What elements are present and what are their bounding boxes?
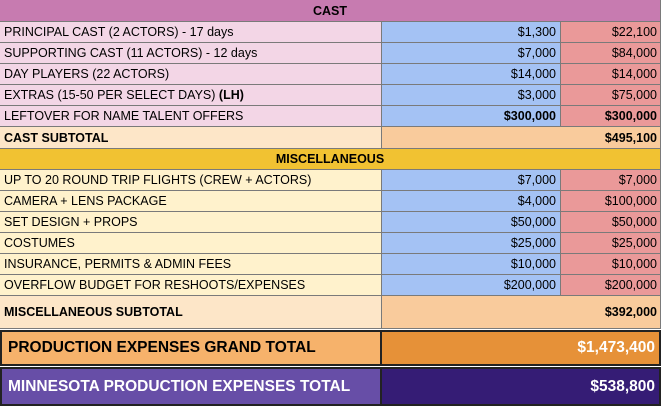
cast-row-total[interactable]: $22,100 — [561, 22, 661, 43]
cast-row-rate[interactable]: $3,000 — [382, 85, 561, 106]
table-row: SET DESIGN + PROPS $50,000 $50,000 — [0, 212, 661, 233]
misc-subtotal-label[interactable]: MISCELLANEOUS SUBTOTAL — [0, 296, 382, 329]
misc-row-total[interactable]: $200,000 — [561, 275, 661, 296]
cast-row-label-suffix: (LH) — [218, 88, 244, 102]
cast-subtotal-label[interactable]: CAST SUBTOTAL — [0, 127, 382, 149]
cast-header[interactable]: CAST — [0, 0, 661, 22]
misc-row-total[interactable]: $50,000 — [561, 212, 661, 233]
misc-row-rate[interactable]: $50,000 — [382, 212, 561, 233]
misc-row-total[interactable]: $100,000 — [561, 191, 661, 212]
misc-row-rate[interactable]: $4,000 — [382, 191, 561, 212]
cast-row-rate[interactable]: $300,000 — [382, 106, 561, 127]
misc-row-label[interactable]: COSTUMES — [0, 233, 382, 254]
mn-total-row: MINNESOTA PRODUCTION EXPENSES TOTAL $538… — [0, 367, 661, 406]
cast-row-total[interactable]: $14,000 — [561, 64, 661, 85]
table-row: PRINCIPAL CAST (2 ACTORS) - 17 days $1,3… — [0, 22, 661, 43]
table-row: DAY PLAYERS (22 ACTORS) $14,000 $14,000 — [0, 64, 661, 85]
table-row: OVERFLOW BUDGET FOR RESHOOTS/EXPENSES $2… — [0, 275, 661, 296]
misc-row-rate[interactable]: $7,000 — [382, 170, 561, 191]
misc-row-rate[interactable]: $25,000 — [382, 233, 561, 254]
misc-row-label[interactable]: CAMERA + LENS PACKAGE — [0, 191, 382, 212]
mn-total-label[interactable]: MINNESOTA PRODUCTION EXPENSES TOTAL — [0, 367, 382, 406]
grand-total-row: PRODUCTION EXPENSES GRAND TOTAL $1,473,4… — [0, 330, 661, 366]
misc-row-total[interactable]: $10,000 — [561, 254, 661, 275]
cast-row-rate[interactable]: $14,000 — [382, 64, 561, 85]
cast-header-row: CAST — [0, 0, 661, 22]
cast-subtotal-value[interactable]: $495,100 — [382, 127, 661, 149]
table-row: INSURANCE, PERMITS & ADMIN FEES $10,000 … — [0, 254, 661, 275]
misc-row-total[interactable]: $25,000 — [561, 233, 661, 254]
table-row: UP TO 20 ROUND TRIP FLIGHTS (CREW + ACTO… — [0, 170, 661, 191]
cast-row-total[interactable]: $300,000 — [561, 106, 661, 127]
misc-header[interactable]: MISCELLANEOUS — [0, 149, 661, 170]
cast-subtotal-row: CAST SUBTOTAL $495,100 — [0, 127, 661, 149]
cast-row-label[interactable]: SUPPORTING CAST (11 ACTORS) - 12 days — [0, 43, 382, 64]
table-row: COSTUMES $25,000 $25,000 — [0, 233, 661, 254]
table-row: EXTRAS (15-50 PER SELECT DAYS) (LH) $3,0… — [0, 85, 661, 106]
table-row: SUPPORTING CAST (11 ACTORS) - 12 days $7… — [0, 43, 661, 64]
grand-total-label[interactable]: PRODUCTION EXPENSES GRAND TOTAL — [0, 330, 382, 366]
misc-row-label[interactable]: OVERFLOW BUDGET FOR RESHOOTS/EXPENSES — [0, 275, 382, 296]
cast-row-rate[interactable]: $7,000 — [382, 43, 561, 64]
grand-total-value[interactable]: $1,473,400 — [382, 330, 661, 366]
table-row: CAMERA + LENS PACKAGE $4,000 $100,000 — [0, 191, 661, 212]
cast-row-label[interactable]: PRINCIPAL CAST (2 ACTORS) - 17 days — [0, 22, 382, 43]
misc-subtotal-value[interactable]: $392,000 — [382, 296, 661, 329]
cast-row-label[interactable]: LEFTOVER FOR NAME TALENT OFFERS — [0, 106, 382, 127]
misc-header-row: MISCELLANEOUS — [0, 149, 661, 170]
misc-subtotal-row: MISCELLANEOUS SUBTOTAL $392,000 — [0, 296, 661, 329]
cast-row-rate[interactable]: $1,300 — [382, 22, 561, 43]
misc-row-total[interactable]: $7,000 — [561, 170, 661, 191]
cast-row-total[interactable]: $75,000 — [561, 85, 661, 106]
misc-row-label[interactable]: UP TO 20 ROUND TRIP FLIGHTS (CREW + ACTO… — [0, 170, 382, 191]
misc-row-label[interactable]: SET DESIGN + PROPS — [0, 212, 382, 233]
cast-row-label-cell[interactable]: EXTRAS (15-50 PER SELECT DAYS) (LH) — [0, 85, 382, 106]
table-row: LEFTOVER FOR NAME TALENT OFFERS $300,000… — [0, 106, 661, 127]
misc-row-rate[interactable]: $200,000 — [382, 275, 561, 296]
cast-row-total[interactable]: $84,000 — [561, 43, 661, 64]
misc-row-label[interactable]: INSURANCE, PERMITS & ADMIN FEES — [0, 254, 382, 275]
misc-row-rate[interactable]: $10,000 — [382, 254, 561, 275]
cast-row-label: EXTRAS (15-50 PER SELECT DAYS) — [4, 88, 216, 102]
cast-row-label[interactable]: DAY PLAYERS (22 ACTORS) — [0, 64, 382, 85]
mn-total-value[interactable]: $538,800 — [382, 367, 661, 406]
